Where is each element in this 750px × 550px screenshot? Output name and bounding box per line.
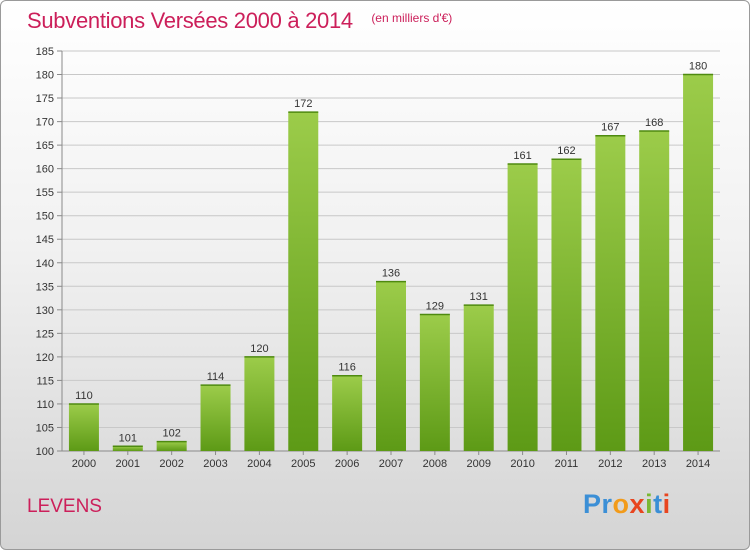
- x-tick-label: 2004: [247, 458, 271, 470]
- y-tick-label: 120: [36, 352, 54, 364]
- bar-2007: [376, 281, 406, 451]
- bar-2014: [683, 74, 714, 451]
- data-label: 136: [382, 268, 400, 280]
- chart-title: Subventions Versées 2000 à 2014: [27, 8, 353, 33]
- bar-2010: [507, 163, 538, 452]
- title-row: Subventions Versées 2000 à 2014 (en mill…: [27, 8, 452, 34]
- bar-2003: [200, 385, 231, 451]
- logo-letter: t: [653, 489, 663, 519]
- x-tick-label: 2013: [642, 458, 666, 470]
- data-label: 102: [162, 428, 180, 440]
- bar-2011: [551, 159, 582, 451]
- x-tick-label: 2011: [555, 458, 579, 470]
- bar-2012: [595, 135, 626, 452]
- y-tick-label: 105: [36, 422, 54, 434]
- data-label: 172: [294, 98, 312, 110]
- x-tick-label: 2007: [379, 458, 403, 470]
- bar-2005: [288, 112, 319, 452]
- data-label: 162: [557, 145, 575, 157]
- data-label: 114: [207, 371, 225, 383]
- y-tick-label: 180: [36, 70, 54, 82]
- data-label: 129: [426, 301, 444, 313]
- data-label: 168: [645, 117, 663, 129]
- place-name: LEVENS: [27, 496, 102, 517]
- y-tick-label: 135: [36, 281, 54, 293]
- proxiti-logo[interactable]: Proxiti: [583, 489, 671, 520]
- y-tick-label: 150: [36, 211, 54, 223]
- y-tick-label: 115: [36, 375, 54, 387]
- x-tick-label: 2005: [291, 458, 315, 470]
- bar-2000: [68, 403, 99, 451]
- data-label: 161: [513, 150, 531, 162]
- x-tick-label: 2001: [116, 458, 140, 470]
- x-tick-label: 2000: [72, 458, 96, 470]
- x-tick-label: 2006: [335, 458, 359, 470]
- y-tick-label: 165: [36, 140, 54, 152]
- logo-letter: i: [662, 489, 671, 519]
- y-tick-label: 185: [36, 46, 54, 58]
- y-tick-label: 140: [36, 258, 54, 270]
- data-label: 110: [75, 390, 93, 402]
- logo-letter: x: [629, 489, 646, 519]
- logo-letter: r: [601, 489, 613, 519]
- y-tick-label: 145: [36, 234, 54, 246]
- y-tick-label: 100: [36, 446, 54, 458]
- logo-letter: i: [645, 489, 654, 519]
- y-tick-label: 110: [36, 399, 54, 411]
- y-tick-label: 175: [36, 93, 54, 105]
- y-tick-label: 170: [36, 117, 54, 129]
- bar-2001: [112, 446, 143, 451]
- data-label: 131: [470, 291, 488, 303]
- data-label: 101: [119, 432, 137, 444]
- bar-2008: [419, 314, 450, 451]
- data-label: 116: [338, 362, 356, 374]
- y-tick-label: 125: [36, 328, 54, 340]
- bar-2004: [244, 356, 275, 451]
- y-tick-label: 160: [36, 164, 54, 176]
- bar-2006: [332, 375, 363, 451]
- x-tick-label: 2003: [203, 458, 227, 470]
- x-tick-label: 2014: [686, 458, 710, 470]
- x-tick-label: 2002: [159, 458, 183, 470]
- x-tick-label: 2009: [466, 458, 490, 470]
- data-label: 120: [250, 343, 268, 355]
- logo-letter: o: [612, 489, 630, 519]
- bars: [68, 73, 714, 452]
- x-tick-label: 2008: [423, 458, 447, 470]
- data-label: 167: [601, 122, 619, 134]
- x-tick-label: 2012: [598, 458, 622, 470]
- data-label: 180: [689, 61, 707, 73]
- bar-2013: [639, 131, 670, 451]
- y-tick-label: 155: [36, 187, 54, 199]
- y-tick-label: 130: [36, 305, 54, 317]
- labels: 100 105 110 115 120 125 130 135 140 145 150 155 160 1…: [36, 46, 711, 470]
- x-tick-label: 2010: [510, 458, 534, 470]
- chart-subtitle: (en milliers d'€): [371, 11, 453, 25]
- logo-letter: P: [583, 489, 602, 519]
- bar-2002: [156, 441, 187, 451]
- bar-2009: [463, 305, 494, 451]
